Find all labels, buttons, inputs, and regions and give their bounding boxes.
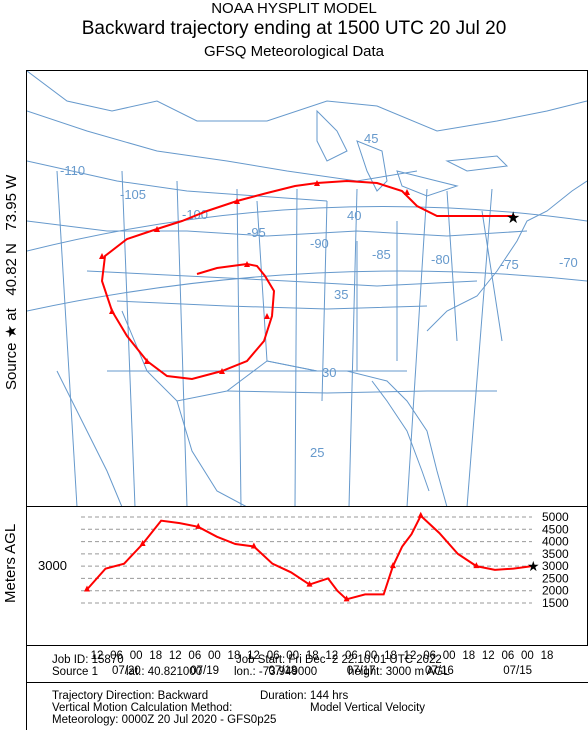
x-hour-label: 06 bbox=[345, 650, 358, 662]
height-series-line bbox=[86, 514, 533, 601]
meteorology: Meteorology: 0000Z 20 Jul 2020 - GFS0p25 bbox=[52, 714, 277, 726]
height-point bbox=[343, 595, 350, 602]
height-point bbox=[473, 562, 480, 569]
x-hour-label: 18 bbox=[228, 650, 241, 662]
height-point bbox=[84, 585, 90, 592]
x-hour-label: 12 bbox=[404, 650, 417, 662]
x-date-label: 07/16 bbox=[425, 665, 454, 677]
vertical-method-value: Model Vertical Velocity bbox=[310, 702, 426, 714]
height-point bbox=[250, 542, 257, 549]
y-tick-label: 4000 bbox=[542, 535, 569, 549]
source-star-icon: ★ bbox=[506, 210, 520, 227]
x-hour-label: 12 bbox=[91, 650, 104, 662]
x-hour-label: 12 bbox=[247, 650, 260, 662]
duration: Duration: 144 hrs bbox=[260, 690, 349, 702]
profile-panel: 5000 4500 4000 3500 3000 2500 2000 1500 ★ bbox=[26, 506, 588, 646]
height-point bbox=[389, 562, 396, 569]
x-hour-label: 12 bbox=[169, 650, 182, 662]
time-axis-labels: 12 06 00 18 12 06 00 18 12 06 00 18 12 06 00 18 12 06 00 18… bbox=[91, 650, 554, 677]
job-start: Job Start: Fri Dec 2 22:10:01 UTC 2022 bbox=[236, 654, 442, 666]
x-hour-label: 00 bbox=[286, 650, 299, 662]
vertical-method: Vertical Motion Calculation Method: bbox=[52, 702, 233, 714]
lon-label: -105 bbox=[120, 187, 146, 202]
job-id: Job ID: 15870 bbox=[52, 654, 124, 666]
x-date-label: 07/17 bbox=[347, 665, 376, 677]
y-tick-label: 3500 bbox=[542, 547, 569, 561]
trajectory-direction: Trajectory Direction: Backward bbox=[52, 690, 209, 702]
y-tick-label: 1500 bbox=[542, 596, 569, 610]
x-hour-label: 00 bbox=[208, 650, 221, 662]
lon-label: -90 bbox=[310, 236, 329, 251]
source-height: height: 3000 m AGL bbox=[348, 666, 450, 678]
x-date-label: 07/18 bbox=[268, 665, 297, 677]
source-lon: lon.: -73.949000 bbox=[234, 666, 318, 678]
source-location-label: Source ★ at 40.82 N 73.95 W bbox=[3, 174, 20, 390]
lat-label: 45 bbox=[364, 131, 378, 146]
x-date-label: 07/19 bbox=[190, 665, 219, 677]
source-id: Source 1 bbox=[52, 666, 99, 678]
y-tick-label: 2000 bbox=[542, 584, 569, 598]
info-box bbox=[26, 682, 588, 730]
trajectory-path bbox=[100, 179, 515, 381]
x-hour-label: 06 bbox=[501, 650, 514, 662]
map-panel: -110 -105 -100 -95 -90 -85 -80 -75 -70 4… bbox=[26, 70, 588, 508]
trajectory-title: Backward trajectory ending at 1500 UTC 2… bbox=[81, 18, 507, 39]
x-hour-label: 06 bbox=[110, 650, 123, 662]
trajectory-markers bbox=[99, 180, 410, 374]
x-hour-label: 18 bbox=[384, 650, 397, 662]
time-axis: 12 06 00 18 12 06 00 18 12 06 00 18 12 06 00 18 12 06 00 18… bbox=[26, 644, 588, 683]
lon-label: -70 bbox=[559, 255, 578, 270]
height-point bbox=[306, 580, 313, 587]
y-tick-label: 3000 bbox=[542, 559, 569, 573]
model-title: NOAA HYSPLIT MODEL bbox=[211, 0, 377, 17]
x-date-label: 07/20 bbox=[112, 665, 141, 677]
x-date-label: 07/15 bbox=[503, 665, 532, 677]
lon-label: -95 bbox=[247, 225, 266, 240]
map-boundaries bbox=[26, 70, 588, 508]
x-hour-label: 06 bbox=[188, 650, 201, 662]
source-star-icon: ★ bbox=[527, 558, 540, 574]
x-hour-label: 18 bbox=[541, 650, 554, 662]
x-hour-label: 00 bbox=[521, 650, 534, 662]
x-hour-label: 00 bbox=[443, 650, 456, 662]
lat-label: 35 bbox=[334, 287, 348, 302]
lat-label: 30 bbox=[322, 365, 336, 380]
y-tick-label: 4500 bbox=[542, 522, 569, 536]
lon-label: -110 bbox=[60, 163, 85, 178]
y-tick-label: 5000 bbox=[542, 510, 569, 524]
data-source-title: GFSQ Meteorological Data bbox=[203, 43, 385, 60]
height-point bbox=[139, 540, 146, 547]
lon-label: -80 bbox=[431, 252, 450, 267]
height-point bbox=[195, 522, 202, 529]
x-hour-label: 12 bbox=[482, 650, 495, 662]
x-hour-label: 00 bbox=[130, 650, 143, 662]
x-hour-label: 18 bbox=[149, 650, 162, 662]
x-hour-label: 12 bbox=[325, 650, 338, 662]
source-lat: lat.: 40.821000 bbox=[126, 666, 203, 678]
trajectory-map: -110 -105 -100 -95 -90 -85 -80 -75 -70 4… bbox=[26, 70, 588, 508]
x-hour-label: 06 bbox=[267, 650, 280, 662]
lon-label: -85 bbox=[372, 247, 391, 262]
x-hour-label: 06 bbox=[423, 650, 436, 662]
y-tick-label: 2500 bbox=[542, 571, 569, 585]
profile-axis-label: Meters AGL bbox=[2, 523, 19, 603]
lon-label: -75 bbox=[500, 257, 519, 272]
x-hour-label: 00 bbox=[365, 650, 378, 662]
x-hour-label: 18 bbox=[462, 650, 475, 662]
lat-label: 40 bbox=[347, 208, 361, 223]
source-height-label: 3000 bbox=[38, 558, 67, 573]
x-hour-label: 18 bbox=[306, 650, 319, 662]
lat-label: 25 bbox=[310, 445, 324, 460]
height-point bbox=[417, 511, 424, 518]
